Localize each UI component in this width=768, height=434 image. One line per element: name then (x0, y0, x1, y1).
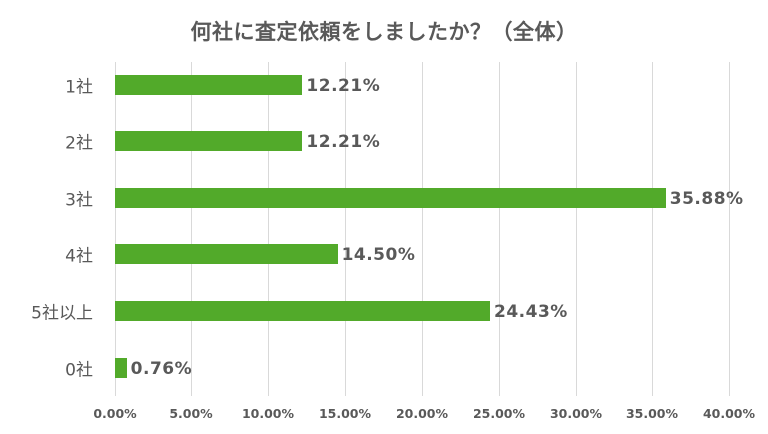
chart-title: 何社に査定依頼をしましたか？（全体） (190, 20, 578, 44)
bar (115, 358, 127, 378)
value-label: 14.50% (341, 245, 416, 265)
gridline (422, 62, 423, 396)
gridline (345, 62, 346, 396)
gridline (499, 62, 500, 396)
bar (115, 131, 303, 151)
bar (115, 244, 338, 264)
value-label: 0.76% (130, 359, 193, 379)
x-tick-label: 20.00% (395, 406, 449, 421)
bar (115, 188, 666, 208)
bar (115, 75, 303, 95)
value-label: 12.21% (306, 132, 381, 152)
category-label: 2社 (65, 133, 93, 154)
category-label: 4社 (65, 246, 93, 267)
gridline (191, 62, 192, 396)
value-label: 35.88% (669, 189, 744, 209)
x-tick-label: 5.00% (169, 406, 213, 421)
category-label: 0社 (65, 360, 93, 381)
category-label: 3社 (65, 190, 93, 211)
x-tick-label: 35.00% (625, 406, 679, 421)
gridline (576, 62, 577, 396)
gridline (115, 62, 116, 396)
value-label: 24.43% (494, 302, 568, 322)
value-label: 12.21% (306, 76, 381, 96)
x-tick-label: 15.00% (318, 406, 372, 421)
category-label: 5社以上 (31, 303, 93, 324)
x-tick-label: 10.00% (241, 406, 295, 421)
bar (115, 301, 490, 321)
gridline (729, 62, 730, 396)
gridline (268, 62, 269, 396)
category-label: 1社 (65, 77, 93, 98)
x-tick-label: 0.00% (93, 406, 137, 421)
x-tick-label: 40.00% (702, 406, 756, 421)
gridline (652, 62, 653, 396)
x-tick-label: 25.00% (472, 406, 526, 421)
x-tick-label: 30.00% (549, 406, 603, 421)
